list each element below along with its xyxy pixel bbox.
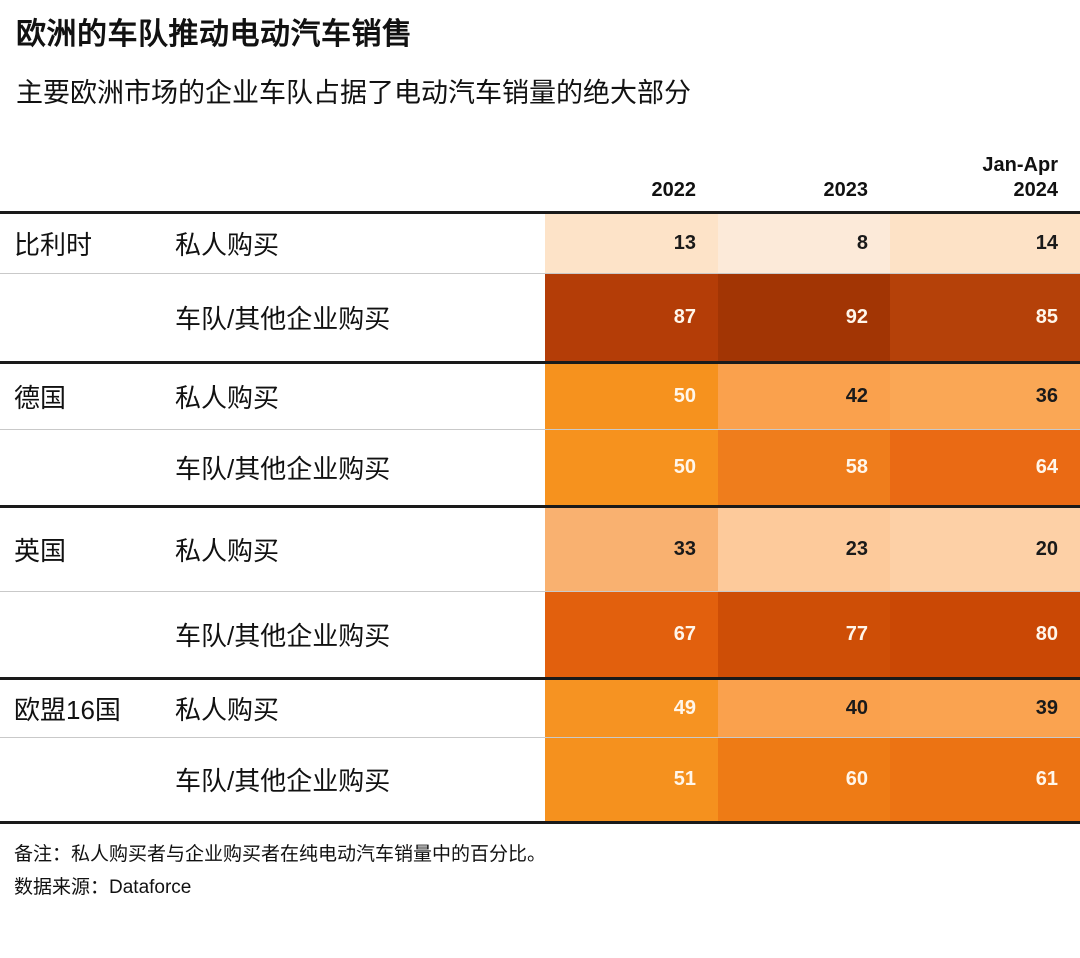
value-cell: 87 <box>545 273 718 361</box>
note-text: 备注：私人购买者与企业购买者在纯电动汽车销量中的百分比。 <box>14 843 547 865</box>
buyer-type-label: 私人购买 <box>175 535 280 566</box>
buyer-type-label: 私人购买 <box>175 694 280 725</box>
country-label: 欧盟16国 <box>14 694 121 725</box>
value-cell: 50 <box>545 429 718 505</box>
chart-footer: 备注：私人购买者与企业购买者在纯电动汽车销量中的百分比。 数据来源：Datafo… <box>0 824 1080 905</box>
country-label: 德国 <box>14 382 67 413</box>
table-row: 欧盟16国 私人购买 49 40 39 <box>0 676 1080 737</box>
page-subtitle: 主要欧洲市场的企业车队占据了电动汽车销量的绝大部分 <box>16 77 691 108</box>
source-text: 数据来源：Dataforce <box>14 877 192 899</box>
column-header-2022: 2022 <box>651 178 697 201</box>
value-cell: 80 <box>890 591 1080 677</box>
value-cell: 40 <box>718 679 890 737</box>
value-cell: 77 <box>718 591 890 677</box>
value-cell: 64 <box>890 429 1080 505</box>
country-label <box>0 274 175 361</box>
table-row: 车队/其他企业购买 87 92 85 <box>0 272 1080 361</box>
table-row: 车队/其他企业购买 51 60 61 <box>0 736 1080 821</box>
column-header-2023: 2023 <box>823 178 869 201</box>
value-cell: 39 <box>890 679 1080 737</box>
chart-header: 欧洲的车队推动电动汽车销售 主要欧洲市场的企业车队占据了电动汽车销量的绝大部分 <box>0 0 1080 109</box>
buyer-type-label: 私人购买 <box>175 229 280 260</box>
value-cell: 50 <box>545 363 718 429</box>
column-headers: 2022 2023 Jan-Apr 2024 <box>0 135 1080 211</box>
value-cell: 92 <box>718 273 890 361</box>
table-row: 比利时 私人购买 13 8 14 <box>0 210 1080 273</box>
heatmap-table: 比利时 私人购买 13 8 14 车队/其他企业购买 87 92 85 德国 私人购买 50 42 36 车… <box>0 210 1080 824</box>
country-label <box>0 430 175 505</box>
value-cell: 51 <box>545 737 718 821</box>
buyer-type-label: 私人购买 <box>175 382 280 413</box>
value-cell: 33 <box>545 507 718 591</box>
table-row: 英国 私人购买 33 23 20 <box>0 504 1080 591</box>
page-title: 欧洲的车队推动电动汽车销售 <box>16 18 413 51</box>
table-row: 车队/其他企业购买 50 58 64 <box>0 428 1080 505</box>
value-cell: 60 <box>718 737 890 821</box>
table-row: 德国 私人购买 50 42 36 <box>0 360 1080 429</box>
country-label: 英国 <box>14 535 67 566</box>
buyer-type-label: 车队/其他企业购买 <box>175 765 391 796</box>
country-label: 比利时 <box>14 229 93 260</box>
column-header-2024: Jan-Apr 2024 <box>982 153 1058 201</box>
country-label <box>0 738 175 821</box>
buyer-type-label: 车队/其他企业购买 <box>175 620 391 651</box>
value-cell: 67 <box>545 591 718 677</box>
table-row: 车队/其他企业购买 67 77 80 <box>0 590 1080 677</box>
value-cell: 58 <box>718 429 890 505</box>
value-cell: 8 <box>718 213 890 273</box>
buyer-type-label: 车队/其他企业购买 <box>175 303 391 334</box>
value-cell: 20 <box>890 507 1080 591</box>
value-cell: 36 <box>890 363 1080 429</box>
value-cell: 14 <box>890 213 1080 273</box>
value-cell: 23 <box>718 507 890 591</box>
value-cell: 13 <box>545 213 718 273</box>
value-cell: 49 <box>545 679 718 737</box>
value-cell: 85 <box>890 273 1080 361</box>
value-cell: 61 <box>890 737 1080 821</box>
value-cell: 42 <box>718 363 890 429</box>
buyer-type-label: 车队/其他企业购买 <box>175 453 391 484</box>
country-label <box>0 592 175 677</box>
